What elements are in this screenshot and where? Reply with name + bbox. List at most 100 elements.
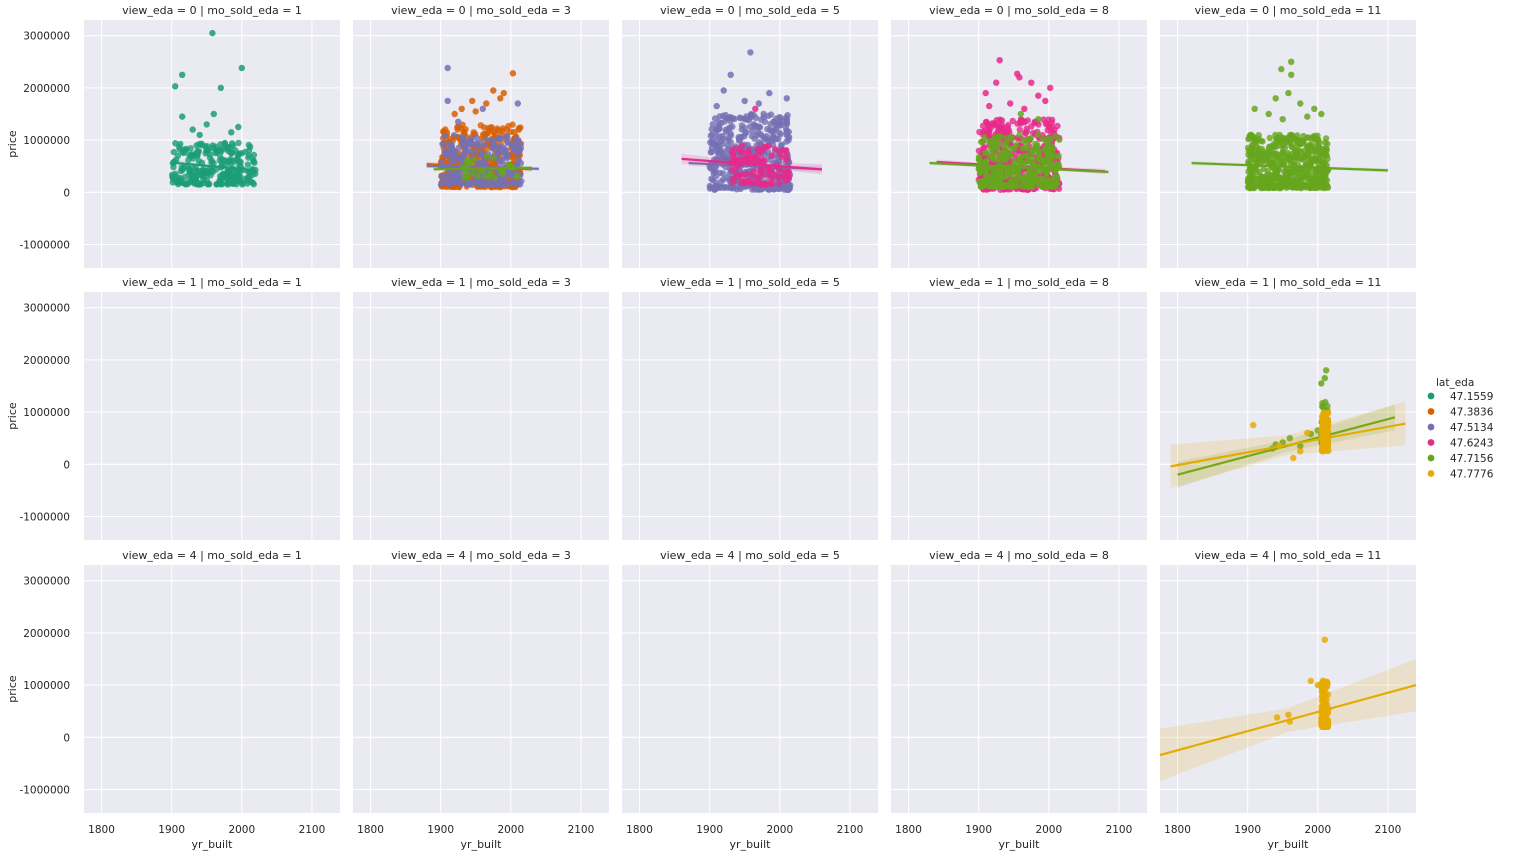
legend-entry: 47.1559	[1427, 391, 1493, 403]
data-point	[238, 64, 245, 72]
regression-line	[1160, 684, 1416, 757]
data-point	[230, 180, 238, 187]
panel-background	[891, 292, 1147, 540]
x-tick-label: 2100	[1375, 824, 1402, 836]
data-point	[741, 179, 749, 186]
data-point	[1248, 158, 1255, 165]
data-point	[999, 127, 1006, 134]
data-point	[1293, 153, 1300, 160]
data-point	[237, 159, 244, 166]
data-point	[504, 180, 511, 188]
data-point	[230, 158, 238, 165]
data-point	[509, 70, 517, 77]
data-point	[751, 122, 758, 129]
legend-marker	[1427, 439, 1435, 446]
data-point	[1300, 173, 1307, 181]
data-point	[224, 180, 231, 187]
data-point	[448, 157, 455, 164]
series-47.1559	[169, 29, 259, 188]
data-point	[478, 150, 485, 157]
data-point	[228, 129, 235, 136]
data-point	[499, 127, 506, 135]
y-tick-label: -1000000	[19, 240, 70, 252]
facet-panel: view_eda = 0 | mo_sold_eda = 11	[1160, 4, 1416, 268]
panel-background	[84, 565, 340, 813]
data-point	[1321, 636, 1329, 643]
data-point	[709, 176, 716, 184]
data-point	[1044, 148, 1052, 155]
data-point	[1325, 447, 1332, 454]
facet-panel: view_eda = 1 | mo_sold_eda = 1 -1000000 0 1…	[6, 276, 340, 540]
data-point	[1014, 183, 1022, 190]
regression-line	[681, 157, 822, 171]
data-point	[483, 136, 490, 143]
data-point	[768, 179, 776, 187]
data-point	[505, 122, 512, 130]
data-point	[193, 167, 200, 175]
data-point	[1265, 143, 1273, 151]
x-tick-label: 2000	[766, 824, 793, 836]
y-tick-label: 3000000	[23, 576, 70, 588]
data-point	[246, 152, 253, 159]
data-point	[976, 128, 983, 136]
data-point	[1251, 182, 1258, 190]
data-point	[1258, 173, 1265, 180]
data-point	[982, 89, 989, 97]
legend-title: lat_eda	[1436, 377, 1474, 389]
y-tick-label: 0	[63, 187, 70, 199]
data-point	[499, 168, 507, 175]
data-point	[977, 138, 985, 146]
data-point	[514, 100, 521, 107]
data-point	[764, 125, 771, 133]
data-point	[1017, 110, 1024, 118]
data-point	[755, 180, 762, 187]
data-point	[730, 175, 737, 182]
data-point	[1272, 95, 1279, 102]
data-point	[455, 144, 462, 151]
x-axis-label: yr_built	[999, 838, 1041, 851]
data-point	[777, 115, 785, 122]
data-point	[741, 115, 748, 123]
data-point	[1314, 681, 1322, 689]
data-point	[172, 140, 179, 147]
data-point	[729, 185, 736, 192]
data-point	[479, 105, 486, 113]
data-point	[998, 133, 1005, 141]
data-point	[1311, 132, 1318, 140]
data-point	[194, 151, 201, 159]
series-47.7156	[433, 152, 532, 182]
data-point	[1324, 723, 1332, 730]
data-point	[1020, 183, 1027, 190]
data-point	[245, 141, 252, 149]
data-point	[1039, 135, 1047, 143]
data-point	[179, 71, 186, 79]
data-point	[1277, 176, 1284, 184]
data-point	[1246, 135, 1253, 142]
data-point	[1289, 178, 1296, 185]
panel-title: view_eda = 0 | mo_sold_eda = 5	[660, 4, 840, 17]
data-point	[1002, 142, 1009, 149]
data-point	[500, 89, 507, 97]
data-point	[772, 146, 779, 153]
data-point	[174, 152, 182, 159]
data-point	[752, 114, 760, 122]
x-tick-label: 2000	[228, 824, 255, 836]
facet-panel: view_eda = 4 | mo_sold_eda = 3 1800 1900 20…	[353, 549, 609, 851]
data-point	[200, 179, 208, 187]
x-axis-label: yr_built	[461, 838, 503, 851]
data-point	[1324, 442, 1332, 449]
data-point	[766, 167, 773, 174]
y-axis-label: price	[6, 402, 19, 430]
data-point	[510, 155, 517, 163]
data-point	[709, 131, 716, 138]
data-point	[716, 125, 723, 133]
series-47.7776	[1170, 401, 1406, 489]
data-point	[1297, 184, 1304, 191]
data-point	[765, 172, 773, 179]
data-point	[490, 87, 497, 94]
data-point	[987, 183, 994, 190]
data-point	[196, 141, 203, 148]
x-tick-label: 2100	[568, 824, 595, 836]
data-point	[742, 171, 749, 178]
panel-title: view_eda = 1 | mo_sold_eda = 5	[660, 276, 840, 289]
